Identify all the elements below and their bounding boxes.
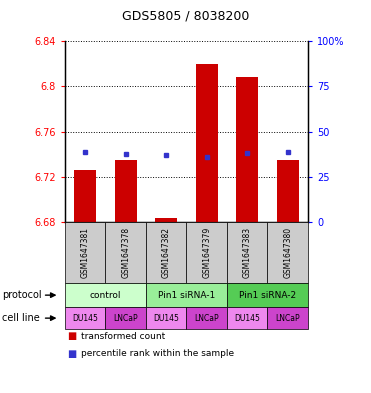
Text: GSM1647381: GSM1647381: [81, 227, 90, 278]
Bar: [155, 217, 177, 222]
Text: control: control: [90, 291, 121, 299]
Text: GDS5805 / 8038200: GDS5805 / 8038200: [122, 10, 249, 23]
Text: GSM1647383: GSM1647383: [243, 227, 252, 278]
Text: GSM1647378: GSM1647378: [121, 227, 130, 278]
Bar: [276, 160, 299, 222]
Text: ■: ■: [67, 331, 76, 341]
Text: DU145: DU145: [234, 314, 260, 323]
Text: cell line: cell line: [2, 313, 40, 323]
Text: Pin1 siRNA-2: Pin1 siRNA-2: [239, 291, 296, 299]
Text: LNCaP: LNCaP: [275, 314, 300, 323]
Text: DU145: DU145: [153, 314, 179, 323]
Text: ■: ■: [67, 349, 76, 359]
Text: GSM1647382: GSM1647382: [162, 227, 171, 278]
Text: LNCaP: LNCaP: [114, 314, 138, 323]
Text: Pin1 siRNA-1: Pin1 siRNA-1: [158, 291, 215, 299]
Bar: [196, 64, 218, 222]
Bar: [74, 170, 96, 222]
Text: transformed count: transformed count: [81, 332, 165, 340]
Text: GSM1647380: GSM1647380: [283, 227, 292, 278]
Bar: [236, 77, 258, 222]
Text: percentile rank within the sample: percentile rank within the sample: [81, 349, 234, 358]
Text: LNCaP: LNCaP: [194, 314, 219, 323]
Text: protocol: protocol: [2, 290, 42, 300]
Text: GSM1647379: GSM1647379: [202, 227, 211, 278]
Text: DU145: DU145: [72, 314, 98, 323]
Bar: [115, 160, 137, 222]
